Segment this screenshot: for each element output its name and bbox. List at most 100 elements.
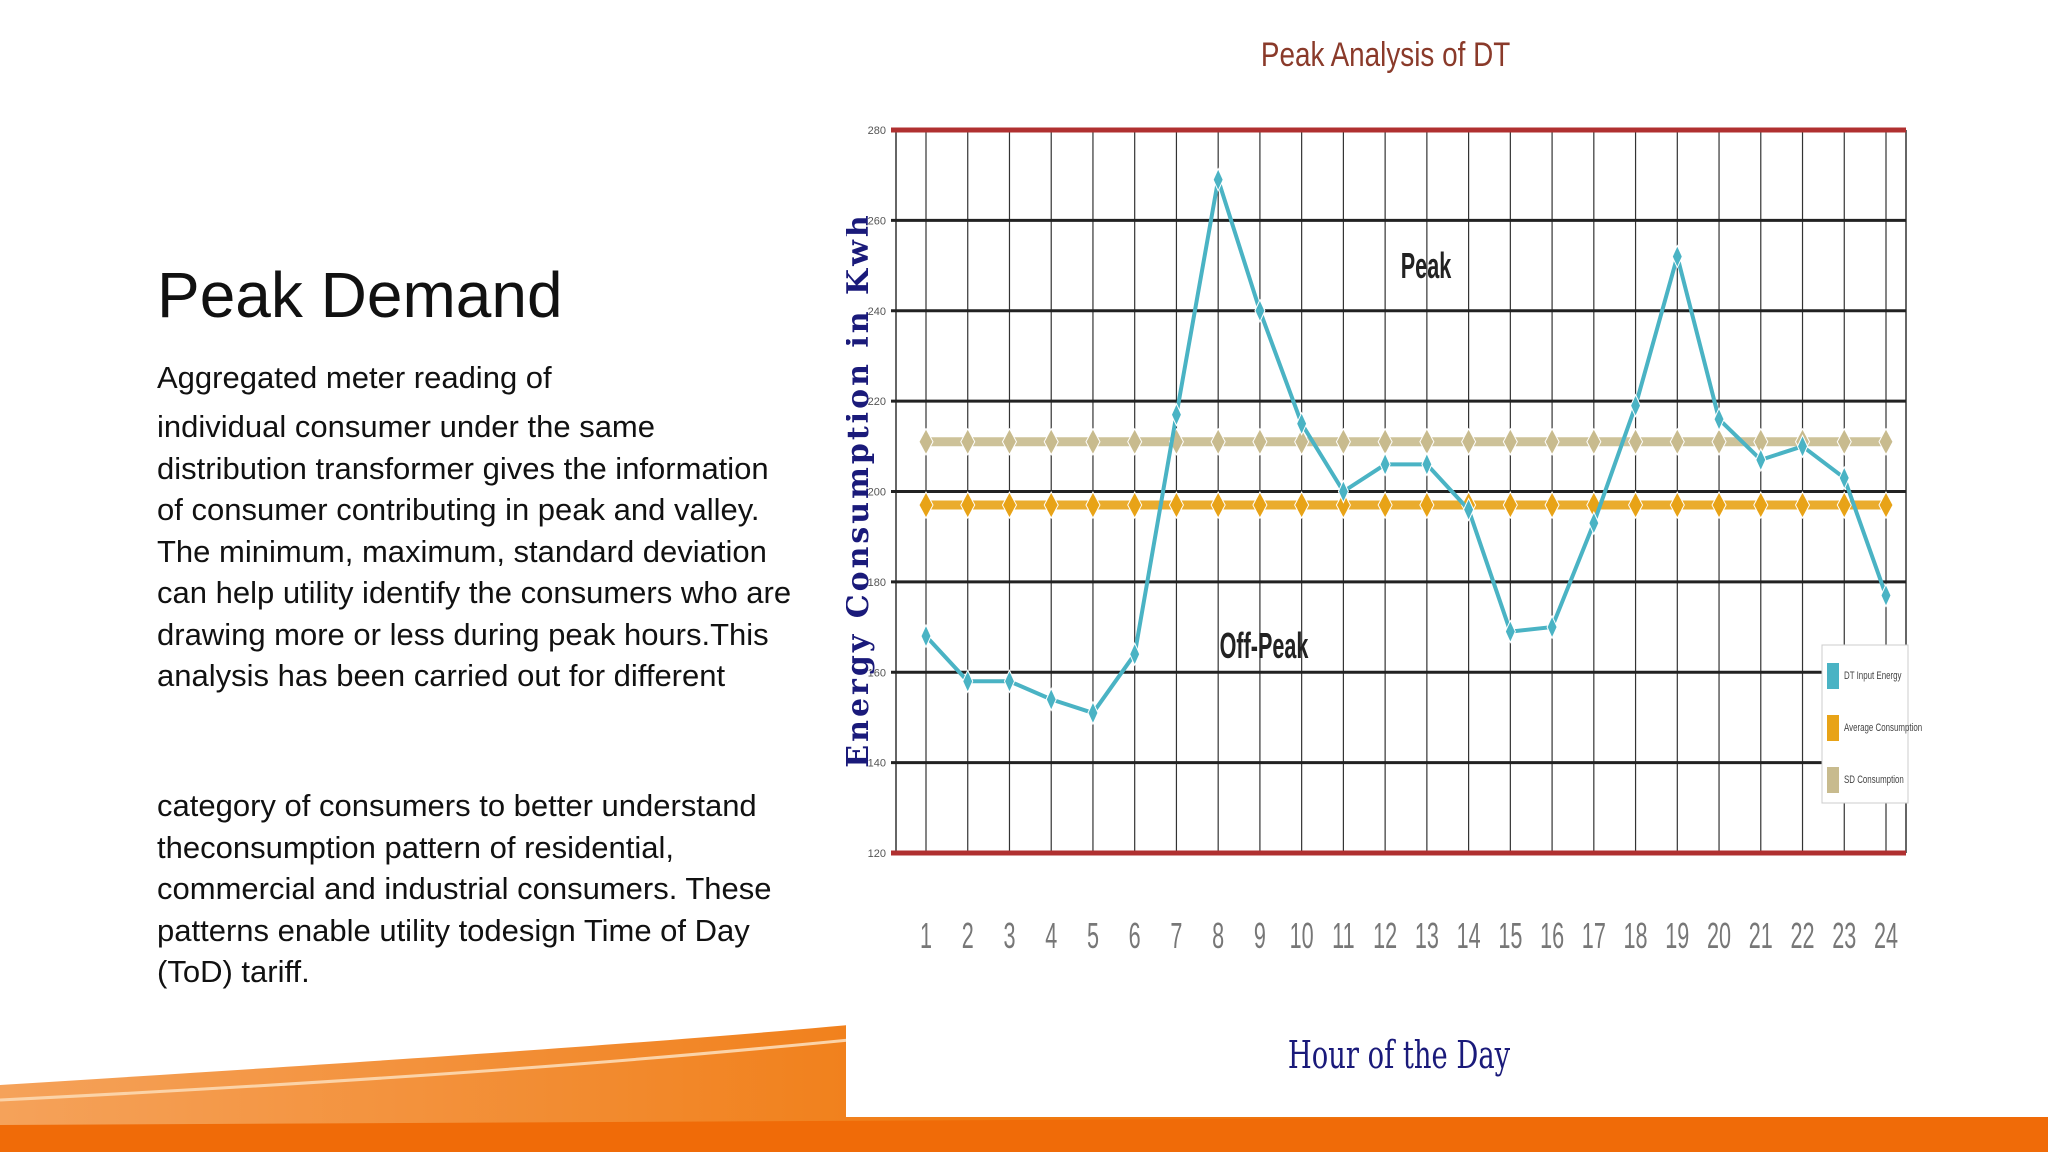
horizontal-gridlines: 120 140 160 180 200 220 240 260 280 (868, 125, 1906, 860)
x-tick-label: 10 (1290, 916, 1314, 956)
data-point-sd-consumption (1461, 427, 1477, 456)
data-point-average-consumption (1419, 491, 1435, 520)
x-tick-label: 18 (1624, 916, 1648, 956)
data-point-average-consumption (1294, 491, 1310, 520)
x-tick-label: 12 (1373, 916, 1397, 956)
data-point-dt-input-energy (1755, 447, 1767, 473)
data-point-dt-input-energy (1630, 393, 1642, 418)
orange-swoosh-bottom (0, 1115, 2048, 1152)
data-point-average-consumption (1335, 491, 1351, 520)
data-point-average-consumption (918, 491, 934, 520)
data-point-dt-input-energy (1045, 687, 1057, 712)
data-point-average-consumption (1836, 491, 1852, 520)
x-tick-labels: 1 2 3 4 5 6 7 8 9 10 11 12 13 14 15 16 17 18 19 20 21 22 23 24 (920, 916, 1898, 956)
data-point-dt-input-energy (1504, 619, 1516, 644)
data-point-dt-input-energy (1254, 298, 1266, 323)
data-point-average-consumption (1627, 491, 1644, 520)
y-tick-label: 280 (868, 125, 886, 137)
data-point-dt-input-energy (1838, 465, 1850, 491)
data-point-sd-consumption (1878, 427, 1894, 456)
x-tick-label: 11 (1332, 916, 1354, 956)
series-dt-input-energy (920, 167, 1892, 726)
data-point-sd-consumption (1711, 427, 1727, 456)
legend-swatch (1827, 715, 1839, 741)
data-point-dt-input-energy (962, 669, 974, 694)
x-tick-label: 17 (1582, 916, 1606, 956)
body-paragraph-1: Aggregated meter reading of (157, 360, 552, 395)
data-point-sd-consumption (1335, 427, 1351, 456)
data-point-average-consumption (960, 491, 976, 520)
x-tick-label: 4 (1045, 916, 1057, 956)
data-point-sd-consumption (1294, 427, 1310, 456)
data-point-sd-consumption (1001, 427, 1018, 456)
y-tick-label: 140 (868, 758, 886, 770)
legend-label: SD Consumption (1844, 774, 1904, 787)
data-point-sd-consumption (918, 427, 934, 456)
x-tick-label: 9 (1254, 916, 1266, 956)
data-point-average-consumption (1502, 491, 1518, 520)
x-tick-label: 19 (1665, 916, 1689, 956)
data-point-dt-input-energy (1170, 402, 1182, 427)
x-tick-label: 2 (962, 916, 974, 956)
data-point-average-consumption (1085, 491, 1101, 520)
data-point-dt-input-energy (1212, 167, 1224, 192)
data-point-average-consumption (1711, 491, 1727, 520)
x-tick-label: 22 (1791, 916, 1815, 956)
x-tick-label: 15 (1498, 916, 1522, 956)
data-point-sd-consumption (1502, 427, 1518, 456)
chart-title: Peak Analysis of DT (1261, 35, 1510, 73)
data-point-dt-input-energy (920, 623, 932, 649)
series-average-consumption (918, 491, 1894, 520)
data-point-average-consumption (1043, 491, 1059, 520)
data-point-sd-consumption (1627, 427, 1644, 456)
data-point-dt-input-energy (1129, 641, 1141, 667)
x-tick-label: 24 (1874, 916, 1898, 956)
data-point-sd-consumption (1127, 427, 1143, 456)
data-point-sd-consumption (1043, 427, 1059, 456)
data-point-dt-input-energy (1421, 452, 1433, 477)
x-tick-label: 16 (1540, 916, 1564, 956)
y-axis-label: Energy Consumption in Kwh (846, 212, 876, 767)
data-point-sd-consumption (1419, 427, 1435, 456)
peak-analysis-chart: Peak Analysis of DT120140160180200220240… (846, 35, 1922, 1077)
data-point-sd-consumption (1669, 427, 1685, 456)
data-point-sd-consumption (960, 427, 976, 456)
data-point-sd-consumption (1085, 427, 1101, 456)
data-point-average-consumption (1753, 491, 1769, 520)
data-point-average-consumption (1168, 491, 1185, 520)
y-tick-label: 180 (868, 577, 886, 589)
data-point-dt-input-energy (1463, 497, 1475, 522)
data-point-dt-input-energy (1546, 614, 1558, 640)
x-tick-label: 3 (1003, 916, 1015, 956)
data-point-dt-input-energy (1087, 700, 1099, 726)
legend-label: DT Input Energy (1844, 670, 1902, 683)
data-point-average-consumption (1252, 491, 1268, 520)
data-point-sd-consumption (1210, 427, 1226, 456)
data-point-average-consumption (1377, 491, 1393, 520)
x-axis-label: Hour of the Day (1288, 1032, 1510, 1077)
series-sd-consumption (918, 427, 1894, 456)
legend-swatch (1827, 767, 1839, 793)
data-point-average-consumption (1127, 491, 1143, 520)
y-tick-label: 260 (868, 215, 886, 227)
data-point-sd-consumption (1586, 427, 1602, 456)
x-tick-label: 1 (920, 916, 932, 956)
x-tick-label: 5 (1087, 916, 1099, 956)
data-point-average-consumption (1001, 491, 1018, 520)
chart-legend: DT Input Energy Average Consumption SD Con… (1821, 644, 1922, 804)
data-point-sd-consumption (1544, 427, 1560, 456)
data-point-dt-input-energy (1880, 583, 1892, 608)
x-tick-label: 6 (1129, 916, 1141, 956)
y-tick-label: 200 (868, 487, 886, 499)
slide-title: Peak Demand (157, 259, 563, 331)
x-tick-label: 23 (1832, 916, 1856, 956)
data-point-average-consumption (1878, 491, 1894, 520)
y-tick-label: 160 (868, 667, 886, 679)
y-tick-label: 120 (868, 848, 886, 860)
x-tick-label: 20 (1707, 916, 1731, 956)
legend-label: Average Consumption (1844, 722, 1922, 735)
chart-panel (846, 0, 2048, 1117)
x-tick-label: 21 (1749, 916, 1773, 956)
data-point-sd-consumption (1836, 427, 1852, 456)
y-tick-label: 240 (868, 306, 886, 318)
